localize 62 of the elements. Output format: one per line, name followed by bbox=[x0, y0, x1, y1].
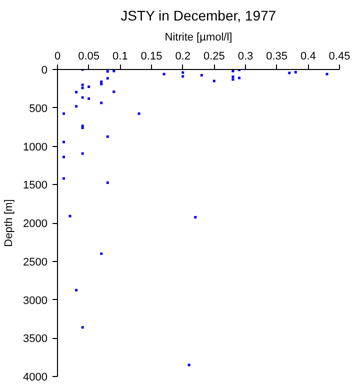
point bbox=[200, 74, 203, 77]
point bbox=[162, 72, 166, 76]
point bbox=[294, 70, 297, 74]
y-tick-label: 500 bbox=[29, 102, 48, 115]
point bbox=[81, 326, 84, 329]
point bbox=[68, 214, 72, 218]
x-tick-label: 0.4 bbox=[300, 50, 316, 62]
point bbox=[100, 102, 103, 104]
x-tick-label: 0.25 bbox=[203, 50, 225, 62]
point bbox=[75, 105, 78, 108]
point bbox=[62, 112, 66, 115]
x-tick-label: 0.3 bbox=[238, 50, 254, 62]
chart-title: JSTY in December, 1977 bbox=[120, 8, 276, 24]
point bbox=[288, 72, 291, 74]
y-tick-label: 1000 bbox=[23, 141, 48, 154]
point bbox=[81, 84, 84, 86]
point bbox=[232, 76, 234, 78]
point bbox=[81, 152, 84, 155]
point bbox=[100, 80, 103, 84]
y-tick-label: 4000 bbox=[23, 372, 48, 384]
point bbox=[106, 70, 109, 73]
x-tick-label: 0.15 bbox=[140, 50, 162, 62]
point bbox=[194, 216, 197, 218]
point bbox=[81, 86, 84, 90]
point bbox=[62, 140, 66, 144]
y-tick-label: 2500 bbox=[23, 256, 48, 268]
y-tick-label: 2000 bbox=[23, 218, 48, 230]
point bbox=[100, 82, 103, 86]
x-tick-label: 0.1 bbox=[112, 50, 128, 62]
point bbox=[238, 76, 240, 80]
point bbox=[75, 288, 78, 292]
point bbox=[212, 80, 216, 82]
x-axis-title: Nitrite [µmol/l] bbox=[164, 32, 232, 44]
point bbox=[182, 71, 184, 74]
x-tick-label: 0.45 bbox=[328, 50, 350, 62]
point bbox=[188, 364, 190, 366]
y-axis-title: Depth [m] bbox=[3, 199, 16, 247]
y-tick-label: 3500 bbox=[23, 333, 48, 346]
point bbox=[81, 96, 84, 99]
point bbox=[138, 112, 140, 115]
point bbox=[106, 77, 109, 80]
point bbox=[182, 75, 184, 78]
point bbox=[106, 181, 109, 184]
x-tick-label: 0.2 bbox=[175, 50, 190, 62]
point bbox=[75, 90, 78, 94]
y-tick-label: 3000 bbox=[23, 294, 48, 307]
point bbox=[112, 90, 116, 94]
x-tick-label: 0 bbox=[54, 50, 61, 62]
point bbox=[88, 86, 90, 88]
point bbox=[62, 156, 66, 158]
x-tick-label: 0.05 bbox=[78, 50, 100, 62]
y-tick-label: 0 bbox=[41, 64, 48, 76]
point bbox=[112, 70, 116, 72]
point bbox=[326, 72, 328, 76]
y-tick-label: 1500 bbox=[23, 180, 48, 192]
point bbox=[232, 70, 234, 72]
point bbox=[62, 177, 66, 180]
point bbox=[88, 97, 90, 100]
point bbox=[106, 135, 109, 138]
point bbox=[100, 252, 103, 255]
point bbox=[232, 78, 234, 81]
x-tick-label: 0.35 bbox=[266, 50, 288, 62]
